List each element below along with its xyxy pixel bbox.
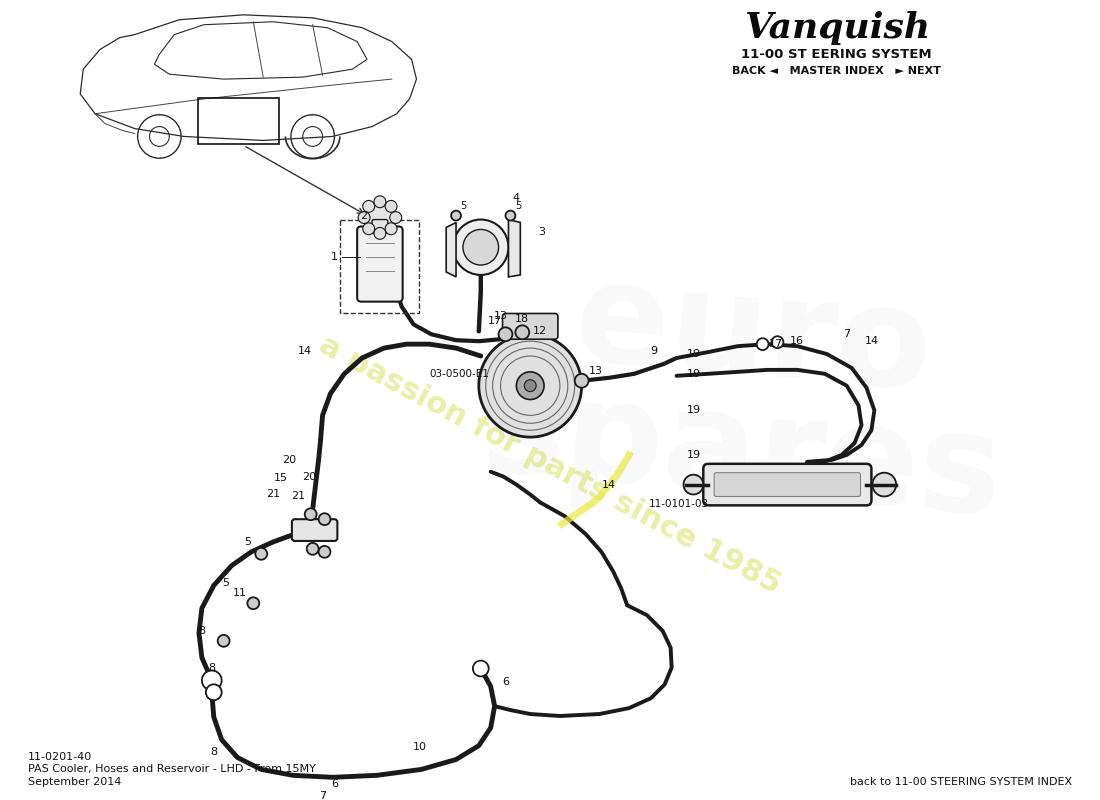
Circle shape [374, 227, 386, 239]
Text: 8: 8 [208, 662, 216, 673]
Circle shape [757, 338, 769, 350]
Text: 14: 14 [603, 479, 616, 490]
Polygon shape [508, 219, 520, 277]
Polygon shape [447, 222, 456, 277]
Text: 13: 13 [494, 311, 507, 322]
Text: 4: 4 [513, 193, 520, 202]
Text: September 2014: September 2014 [28, 778, 121, 787]
Text: 20: 20 [301, 472, 316, 482]
Text: 7: 7 [319, 791, 326, 800]
Circle shape [206, 684, 222, 700]
Circle shape [389, 212, 402, 223]
Text: 14: 14 [298, 346, 311, 356]
Circle shape [516, 326, 529, 339]
Text: 03-0500-E1: 03-0500-E1 [429, 369, 490, 379]
Text: 1: 1 [331, 252, 338, 262]
Text: 19: 19 [686, 450, 701, 460]
Text: 11-00 ST EERING SYSTEM: 11-00 ST EERING SYSTEM [741, 48, 932, 61]
Text: a passion for parts since 1985: a passion for parts since 1985 [315, 330, 785, 599]
Circle shape [248, 598, 260, 609]
Text: 20: 20 [282, 455, 296, 465]
Text: 12: 12 [534, 326, 547, 336]
Text: 10: 10 [412, 742, 427, 752]
Circle shape [498, 327, 513, 341]
FancyBboxPatch shape [703, 464, 871, 506]
Text: 6: 6 [502, 678, 509, 687]
Text: 19: 19 [686, 349, 701, 359]
Circle shape [363, 201, 375, 212]
Text: 19: 19 [686, 369, 701, 379]
Text: BACK ◄   MASTER INDEX   ► NEXT: BACK ◄ MASTER INDEX ► NEXT [733, 66, 942, 76]
Circle shape [385, 201, 397, 212]
FancyBboxPatch shape [372, 219, 388, 234]
FancyBboxPatch shape [292, 519, 338, 541]
Text: 8: 8 [198, 626, 206, 636]
Text: PAS Cooler, Hoses and Reservoir - LHD - From 15MY: PAS Cooler, Hoses and Reservoir - LHD - … [28, 764, 316, 774]
Circle shape [218, 635, 230, 646]
Circle shape [307, 543, 319, 554]
Circle shape [473, 661, 488, 677]
Text: 21: 21 [290, 491, 305, 502]
Circle shape [359, 212, 370, 223]
Circle shape [463, 230, 498, 265]
Text: 9: 9 [650, 346, 658, 356]
Text: 14: 14 [865, 336, 879, 346]
Circle shape [453, 219, 508, 275]
Text: 5: 5 [460, 201, 466, 210]
Text: 5: 5 [515, 201, 521, 210]
Circle shape [305, 508, 317, 520]
Text: 11-0201-40: 11-0201-40 [28, 751, 92, 762]
Text: 2: 2 [361, 210, 367, 221]
Text: 18: 18 [515, 314, 529, 325]
FancyBboxPatch shape [714, 473, 860, 497]
Circle shape [374, 196, 386, 208]
FancyBboxPatch shape [503, 314, 558, 339]
Text: Vanquish: Vanquish [744, 10, 930, 45]
Text: 19: 19 [686, 406, 701, 415]
Text: 15: 15 [274, 473, 288, 482]
Circle shape [872, 473, 896, 497]
Circle shape [574, 374, 589, 388]
Circle shape [525, 380, 536, 392]
Circle shape [255, 548, 267, 560]
FancyBboxPatch shape [358, 226, 403, 302]
Circle shape [202, 670, 222, 690]
Circle shape [319, 514, 330, 525]
Text: 11: 11 [232, 588, 246, 598]
Text: 13: 13 [588, 366, 603, 376]
Text: 16: 16 [790, 336, 804, 346]
Text: 8: 8 [210, 746, 218, 757]
Circle shape [319, 546, 330, 558]
Circle shape [366, 204, 394, 231]
Text: 6: 6 [331, 779, 338, 790]
Text: 3: 3 [539, 227, 546, 238]
Text: 7: 7 [843, 330, 850, 339]
Circle shape [771, 336, 783, 348]
Text: 5: 5 [222, 578, 229, 589]
Circle shape [363, 223, 375, 234]
Text: 11-0101-03: 11-0101-03 [649, 499, 708, 510]
Circle shape [516, 372, 544, 399]
Circle shape [478, 334, 582, 437]
Circle shape [451, 210, 461, 221]
Circle shape [683, 474, 703, 494]
Circle shape [385, 223, 397, 234]
Text: back to 11-00 STEERING SYSTEM INDEX: back to 11-00 STEERING SYSTEM INDEX [850, 778, 1072, 787]
Circle shape [506, 210, 516, 221]
Text: 21: 21 [266, 490, 280, 499]
Text: 5: 5 [244, 537, 251, 547]
Text: 17: 17 [487, 317, 502, 326]
Text: euro
spares: euro spares [477, 246, 1019, 545]
Text: 17: 17 [769, 339, 782, 349]
